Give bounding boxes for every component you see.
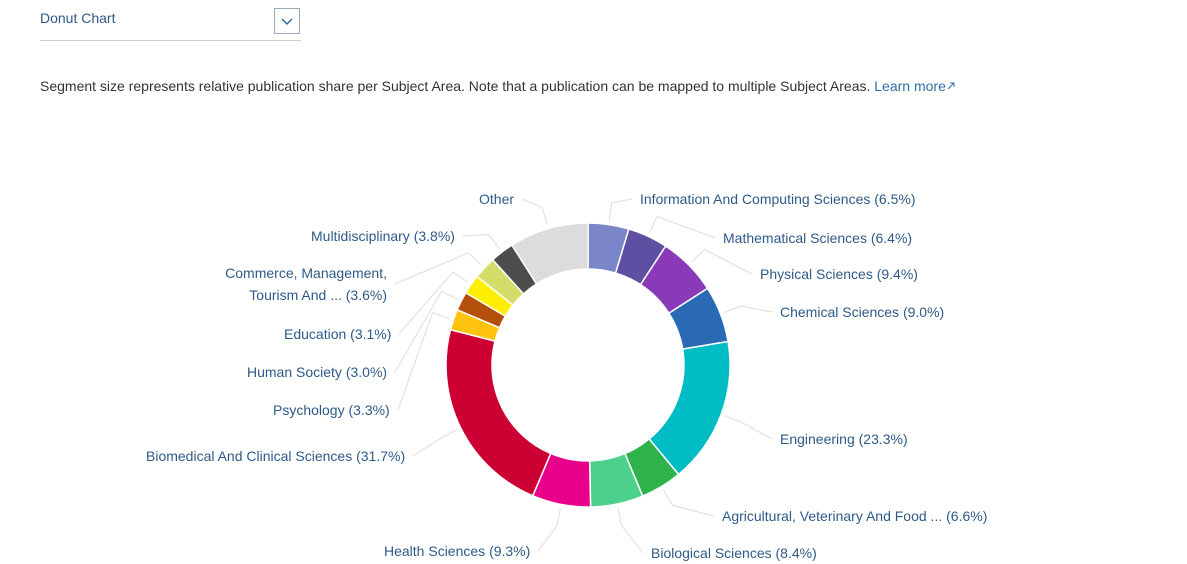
value-label: (3.3%) [348, 402, 390, 418]
category-name: Physical Sciences [760, 266, 873, 282]
segment-label: Mathematical Sciences (6.4%) [723, 227, 912, 249]
leader-line [462, 234, 500, 250]
value-label: (31.7%) [356, 448, 406, 464]
description-text: Segment size represents relative publica… [40, 78, 871, 94]
segment-label: Agricultural, Veterinary And Food ... (6… [722, 505, 987, 527]
dropdown-underline [40, 40, 301, 41]
category-name: Information And Computing Sciences [640, 191, 871, 207]
donut-segment [510, 222, 589, 285]
category-name: Biological Sciences [651, 545, 772, 561]
leader-line [649, 215, 716, 239]
segment-label: Human Society (3.0%) [247, 361, 387, 383]
learn-more-link[interactable]: Learn more [874, 78, 956, 94]
leader-line [537, 508, 561, 552]
segment-label: Commerce, Management, Tourism And ... (3… [197, 262, 387, 306]
category-name: Engineering [780, 431, 855, 447]
value-label: (9.0%) [902, 304, 945, 320]
category-name: Education [284, 326, 347, 342]
donut-segment [445, 328, 552, 497]
value-label: (9.4%) [876, 266, 918, 282]
segment-label: Education (3.1%) [284, 323, 391, 345]
category-name: Commerce, Management, Tourism And ... [225, 265, 387, 303]
segment-label: Biomedical And Clinical Sciences (31.7%) [146, 445, 405, 467]
category-name: Health Sciences [384, 543, 486, 559]
category-name: Mathematical Sciences [723, 230, 867, 246]
segment-label: Other [479, 188, 514, 210]
leader-line [691, 248, 753, 275]
segment-label: Psychology (3.3%) [273, 399, 390, 421]
leader-line [724, 305, 773, 313]
leader-line [724, 415, 773, 440]
category-name: Agricultural, Veterinary And Food ... [722, 508, 943, 524]
leader-line [394, 252, 482, 285]
leader-line [617, 507, 644, 554]
segment-label: Multidisciplinary (3.8%) [311, 225, 455, 247]
value-label: (8.4%) [775, 545, 817, 561]
leader-line [412, 429, 458, 457]
leader-line [521, 198, 548, 225]
chevron-icon [281, 18, 293, 26]
segment-label: Information And Computing Sciences (6.5%… [640, 188, 915, 210]
value-label: (9.3%) [489, 543, 531, 559]
segment-label: Health Sciences (9.3%) [384, 540, 530, 562]
category-name: Human Society [247, 364, 342, 380]
value-label: (3.0%) [345, 364, 388, 380]
leader-line [397, 311, 450, 411]
leader-line [394, 290, 458, 373]
leader-line [398, 271, 469, 335]
value-label: (3.6%) [345, 287, 387, 303]
description: Segment size represents relative publica… [40, 72, 1020, 100]
category-name: Chemical Sciences [780, 304, 900, 320]
category-name: Psychology [273, 402, 345, 418]
value-label: (23.3%) [858, 431, 908, 447]
value-label: (6.6%) [946, 508, 988, 524]
segment-label: Biological Sciences (8.4%) [651, 542, 817, 564]
value-label: (6.5%) [874, 191, 916, 207]
category-name: Multidisciplinary [311, 228, 410, 244]
leader-line [663, 489, 715, 517]
segment-label: Engineering (23.3%) [780, 428, 908, 450]
value-label: (3.8%) [413, 228, 455, 244]
leader-line [608, 198, 633, 221]
external-icon [947, 82, 955, 90]
dropdown-button[interactable] [274, 8, 300, 34]
value-label: (3.1%) [350, 326, 392, 342]
category-name: Biomedical And Clinical Sciences [146, 448, 353, 464]
value-label: (6.4%) [870, 230, 913, 246]
segment-label: Chemical Sciences (9.0%) [780, 301, 944, 323]
segment-label: Physical Sciences (9.4%) [760, 263, 918, 285]
dropdown-label[interactable]: Donut Chart [40, 10, 116, 26]
learn-more-text: Learn more [874, 78, 946, 94]
category-name: Other [479, 191, 515, 207]
